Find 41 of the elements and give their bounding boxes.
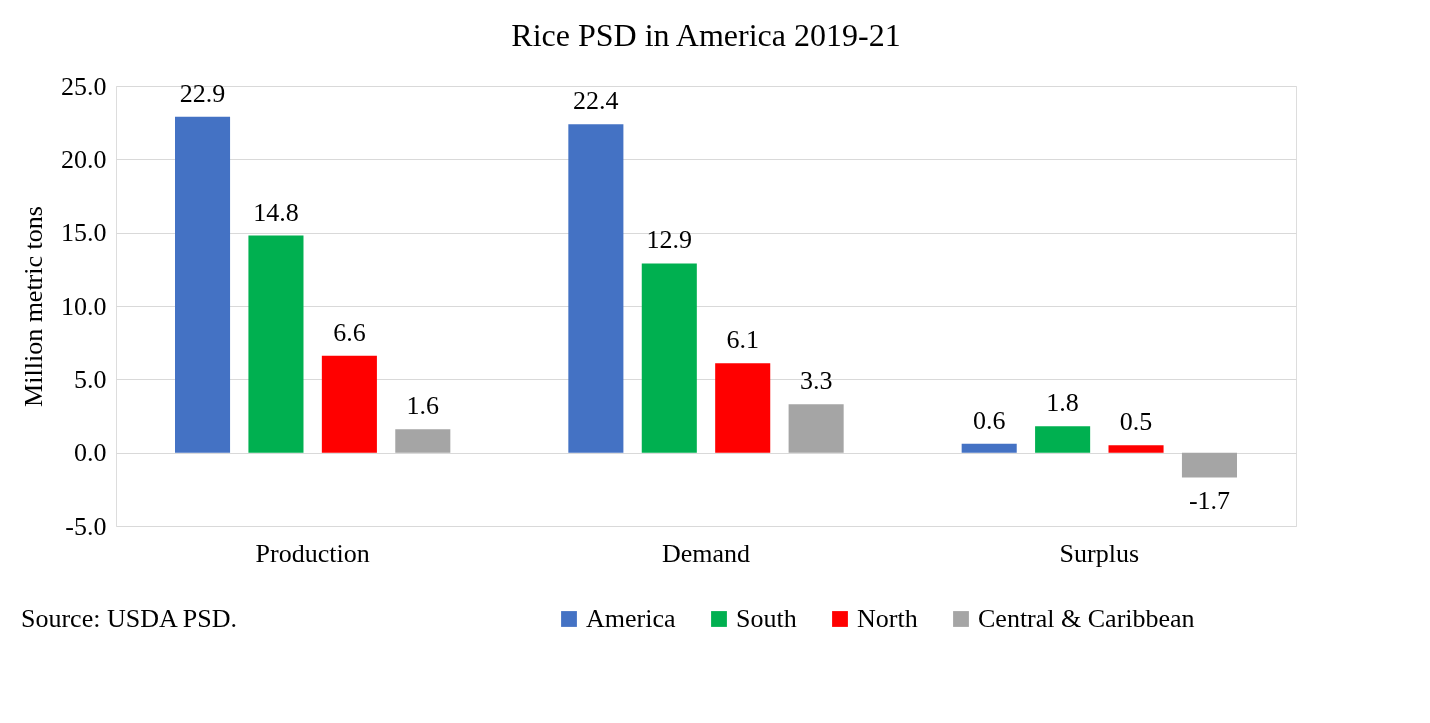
bar — [961, 443, 1017, 453]
bar — [321, 355, 377, 453]
bar — [175, 116, 231, 453]
data-label: 1.8 — [1046, 388, 1079, 418]
data-label: 12.9 — [646, 225, 693, 255]
data-label: 22.9 — [179, 78, 226, 108]
bar — [788, 404, 844, 453]
legend-label: America — [586, 604, 676, 633]
data-label: 3.3 — [799, 366, 833, 396]
y-axis-title: Million metric tons — [19, 206, 48, 407]
bar — [641, 263, 697, 453]
data-label: 22.4 — [573, 86, 619, 116]
y-tick-label: 20.0 — [61, 144, 107, 174]
legend-label: Central & Caribbean — [978, 604, 1195, 633]
source-note: Source: USDA PSD. — [21, 604, 237, 633]
data-label: 6.1 — [726, 325, 759, 355]
y-tick-label: -5.0 — [65, 511, 107, 541]
y-tick-label: 10.0 — [61, 291, 107, 321]
data-label: 0.6 — [972, 405, 1006, 435]
bar — [248, 235, 304, 453]
y-tick-label: 5.0 — [74, 364, 107, 394]
bar — [395, 429, 451, 453]
data-label: 14.8 — [253, 197, 299, 227]
x-tick-label: Surplus — [1059, 538, 1140, 568]
x-tick-label: Demand — [661, 538, 751, 568]
data-label: 0.5 — [1119, 407, 1153, 437]
bar — [1181, 452, 1237, 478]
y-tick-label: 15.0 — [61, 218, 107, 248]
data-label: -1.7 — [1188, 485, 1231, 515]
bar — [715, 363, 771, 453]
legend-label: North — [857, 604, 918, 633]
x-tick-label: Production — [255, 538, 370, 568]
chart-title: Rice PSD in America 2019-21 — [511, 17, 901, 53]
legend-label: South — [736, 604, 797, 633]
y-tick-label: 0.0 — [74, 438, 107, 468]
y-tick-label: 25.0 — [61, 71, 107, 101]
bar — [1035, 426, 1091, 453]
data-label: 6.6 — [333, 317, 366, 347]
data-label: 1.6 — [406, 391, 440, 421]
bar — [1108, 445, 1164, 453]
bar — [568, 124, 624, 453]
